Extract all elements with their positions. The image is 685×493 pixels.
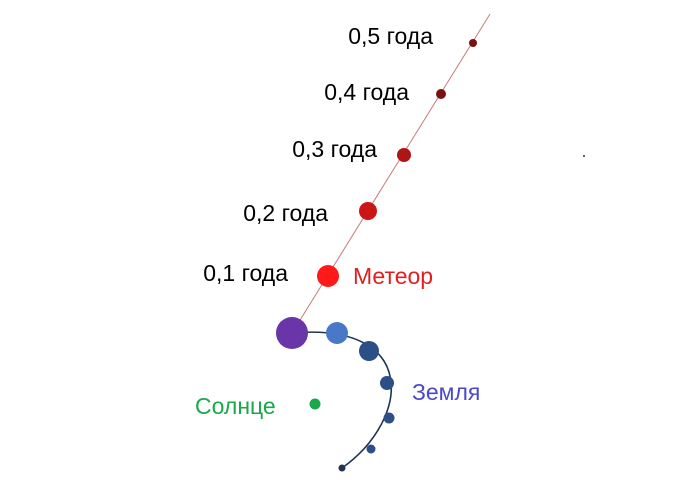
time-label-0.5: 0,5 года [348,23,433,49]
earth-point [338,464,346,472]
earth-point [383,412,395,424]
earth-point [366,444,376,454]
time-label-0.2: 0,2 года [243,200,328,226]
meteor-point-0.1 [317,265,339,287]
meteor-label: Метеор [353,263,433,289]
earth-point [326,322,348,344]
time-label-0.3: 0,3 года [292,136,377,162]
collision-point [276,317,308,349]
stray-dot [583,155,585,157]
sun-label: Солнце [195,393,276,419]
meteor-point-0.2 [359,202,377,220]
meteor-point-0.3 [397,148,411,162]
meteor-point-0.4 [436,89,446,99]
earth-point [380,376,394,390]
meteor-point-0.5 [469,39,477,47]
earth-point [359,341,379,361]
time-label-0.4: 0,4 года [324,79,409,105]
sun-point [309,398,321,410]
earth-label: Земля [412,379,480,405]
time-label-0.1: 0,1 года [203,260,288,286]
